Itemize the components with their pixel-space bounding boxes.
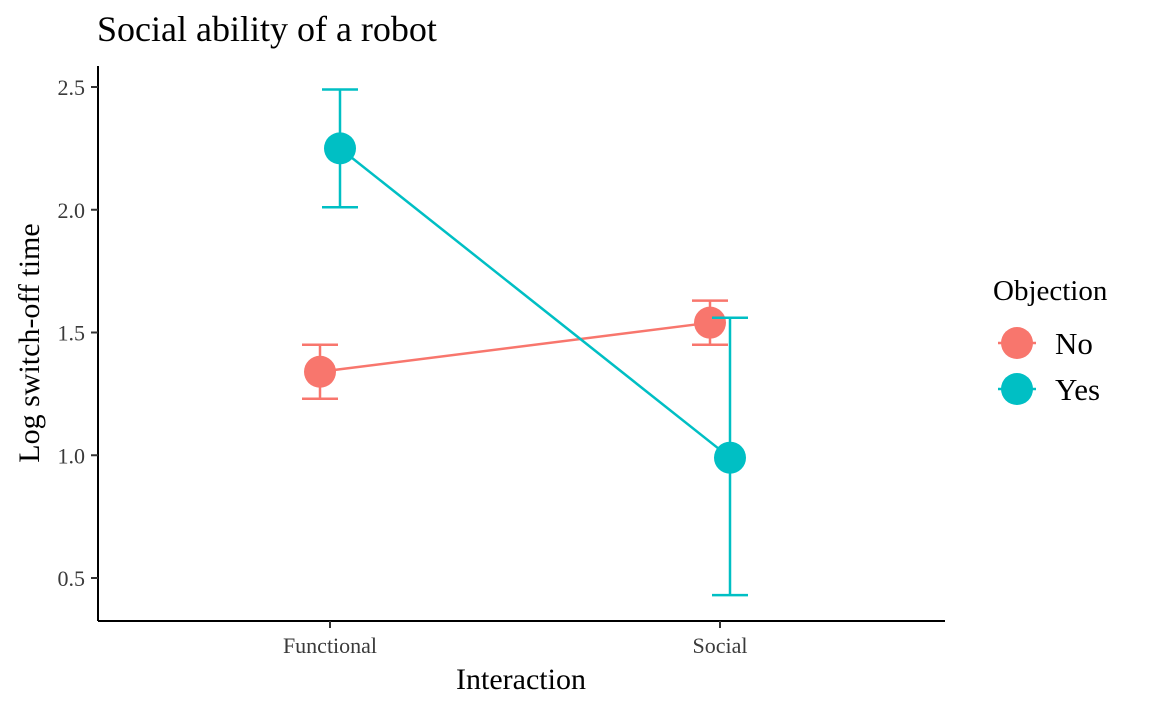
series-line	[319, 321, 711, 374]
data-point	[714, 441, 746, 474]
series-no	[302, 299, 728, 401]
legend: Objection No Yes	[993, 275, 1108, 407]
y-tick-label: 2.5	[58, 75, 86, 100]
data-point	[694, 306, 726, 339]
x-tick-label: Functional	[283, 633, 377, 658]
legend-label: Yes	[1055, 372, 1100, 407]
x-axis: Functional Social	[283, 621, 748, 658]
y-tick-label: 1.0	[58, 443, 86, 468]
legend-key-point	[1001, 327, 1033, 359]
series-line	[339, 147, 731, 459]
y-tick-label: 2.0	[58, 198, 86, 223]
chart-title: Social ability of a robot	[97, 9, 437, 49]
series-yes	[322, 88, 748, 597]
y-tick-label: 0.5	[58, 566, 86, 591]
plot-area	[302, 88, 748, 597]
legend-item-yes: Yes	[998, 372, 1100, 407]
data-point	[324, 132, 356, 165]
data-point	[304, 355, 336, 388]
x-tick-label: Social	[693, 633, 748, 658]
legend-title: Objection	[993, 275, 1108, 307]
x-axis-title: Interaction	[456, 663, 586, 696]
legend-label: No	[1055, 326, 1093, 361]
y-axis-title: Log switch-off time	[13, 223, 46, 462]
legend-key-point	[1001, 373, 1033, 405]
y-axis: 0.5 1.0 1.5 2.0 2.5	[58, 75, 98, 591]
y-tick-label: 1.5	[58, 321, 86, 346]
legend-item-no: No	[998, 326, 1093, 361]
